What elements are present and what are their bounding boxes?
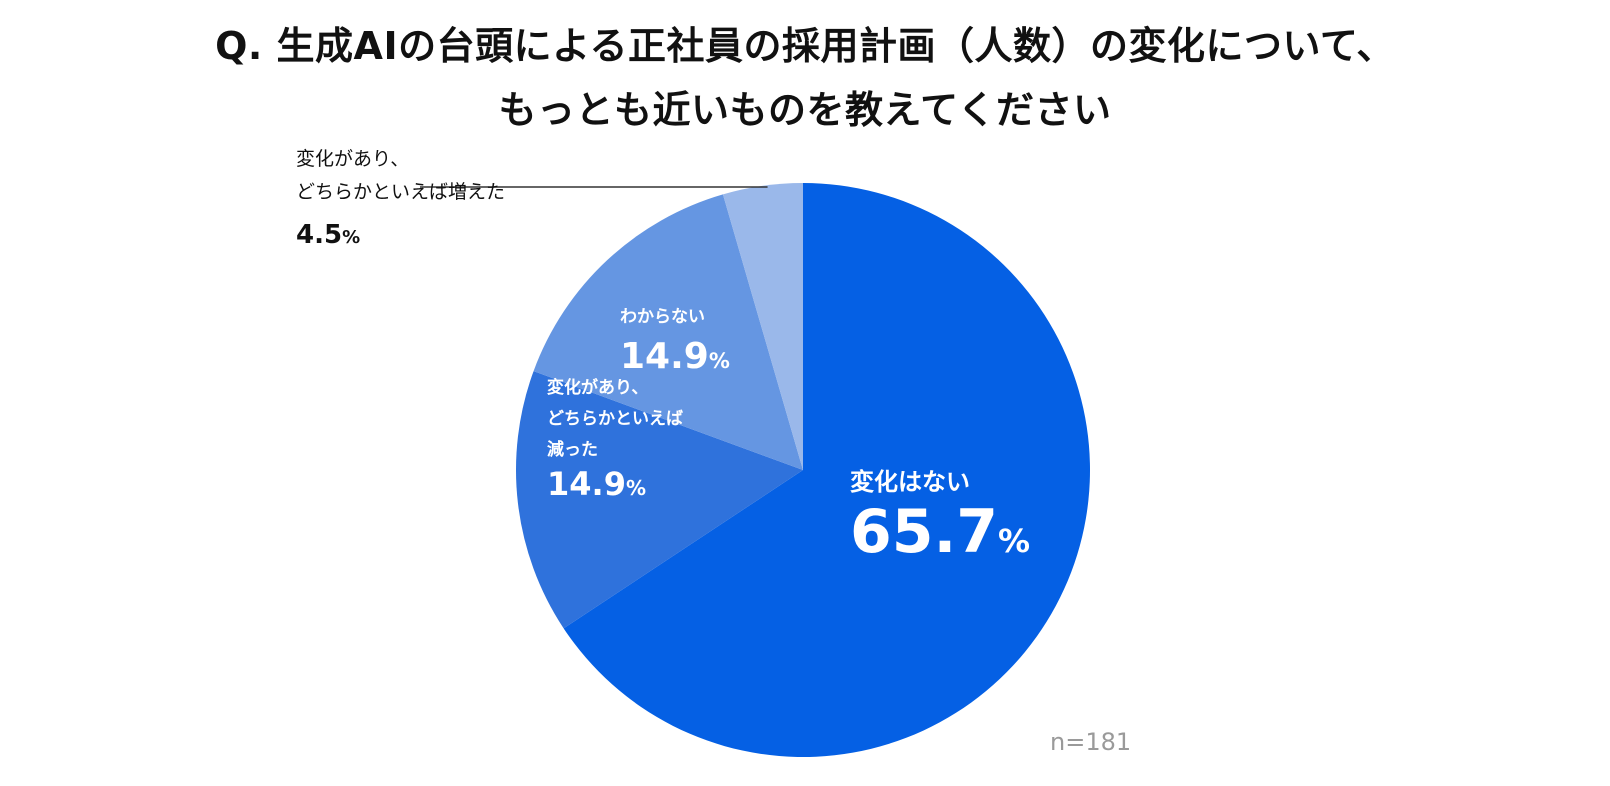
slice-value-number-1: 65.7 <box>850 497 998 567</box>
slice-label-4-line-1: 変化があり、 <box>296 148 409 170</box>
slice-label-group-4: 変化があり、どちらかといえば増えた 4.5% <box>296 148 505 250</box>
pie-slice-1 <box>563 183 1090 758</box>
slice-label-group-3: わからない 14.9% <box>620 307 730 377</box>
sample-size-label: n=181 <box>1050 728 1132 756</box>
slice-value-number-2: 14.9 <box>547 465 626 503</box>
pie-slice-4 <box>722 183 803 470</box>
slice-label-1-line-1: 変化はない <box>850 468 970 496</box>
chart-title-line-2: もっとも近いものを教えてください <box>498 88 1112 132</box>
slice-value-1: 65.7% <box>850 497 1030 567</box>
chart-title-line-1: Q. 生成AIの台頭による正社員の採用計画（人数）の変化について、 <box>215 24 1395 68</box>
slice-value-unit-3: % <box>709 349 730 373</box>
slice-label-2-line-1: 変化があり、 <box>547 377 648 398</box>
slice-label-2-line-3: 減った <box>547 439 598 460</box>
pie-slice-3 <box>533 194 803 471</box>
slice-value-3: 14.9% <box>620 336 730 377</box>
slice-value-2: 14.9% <box>547 465 646 503</box>
slice-value-number-3: 14.9 <box>620 336 709 377</box>
chart-title: Q. 生成AIの台頭による正社員の採用計画（人数）の変化について、 もっとも近い… <box>0 14 1610 142</box>
pie-slice-2 <box>516 371 803 629</box>
slice-value-unit-1: % <box>998 522 1030 560</box>
slice-value-unit-4: % <box>342 227 360 248</box>
slice-value-4: 4.5% <box>296 220 360 250</box>
slice-label-4-line-2: どちらかといえば増えた <box>296 181 505 203</box>
slice-value-number-4: 4.5 <box>296 220 342 250</box>
slice-label-3-line-1: わからない <box>620 307 705 327</box>
slice-label-2-line-2: どちらかといえば <box>547 409 683 429</box>
slice-value-unit-2: % <box>626 476 646 500</box>
